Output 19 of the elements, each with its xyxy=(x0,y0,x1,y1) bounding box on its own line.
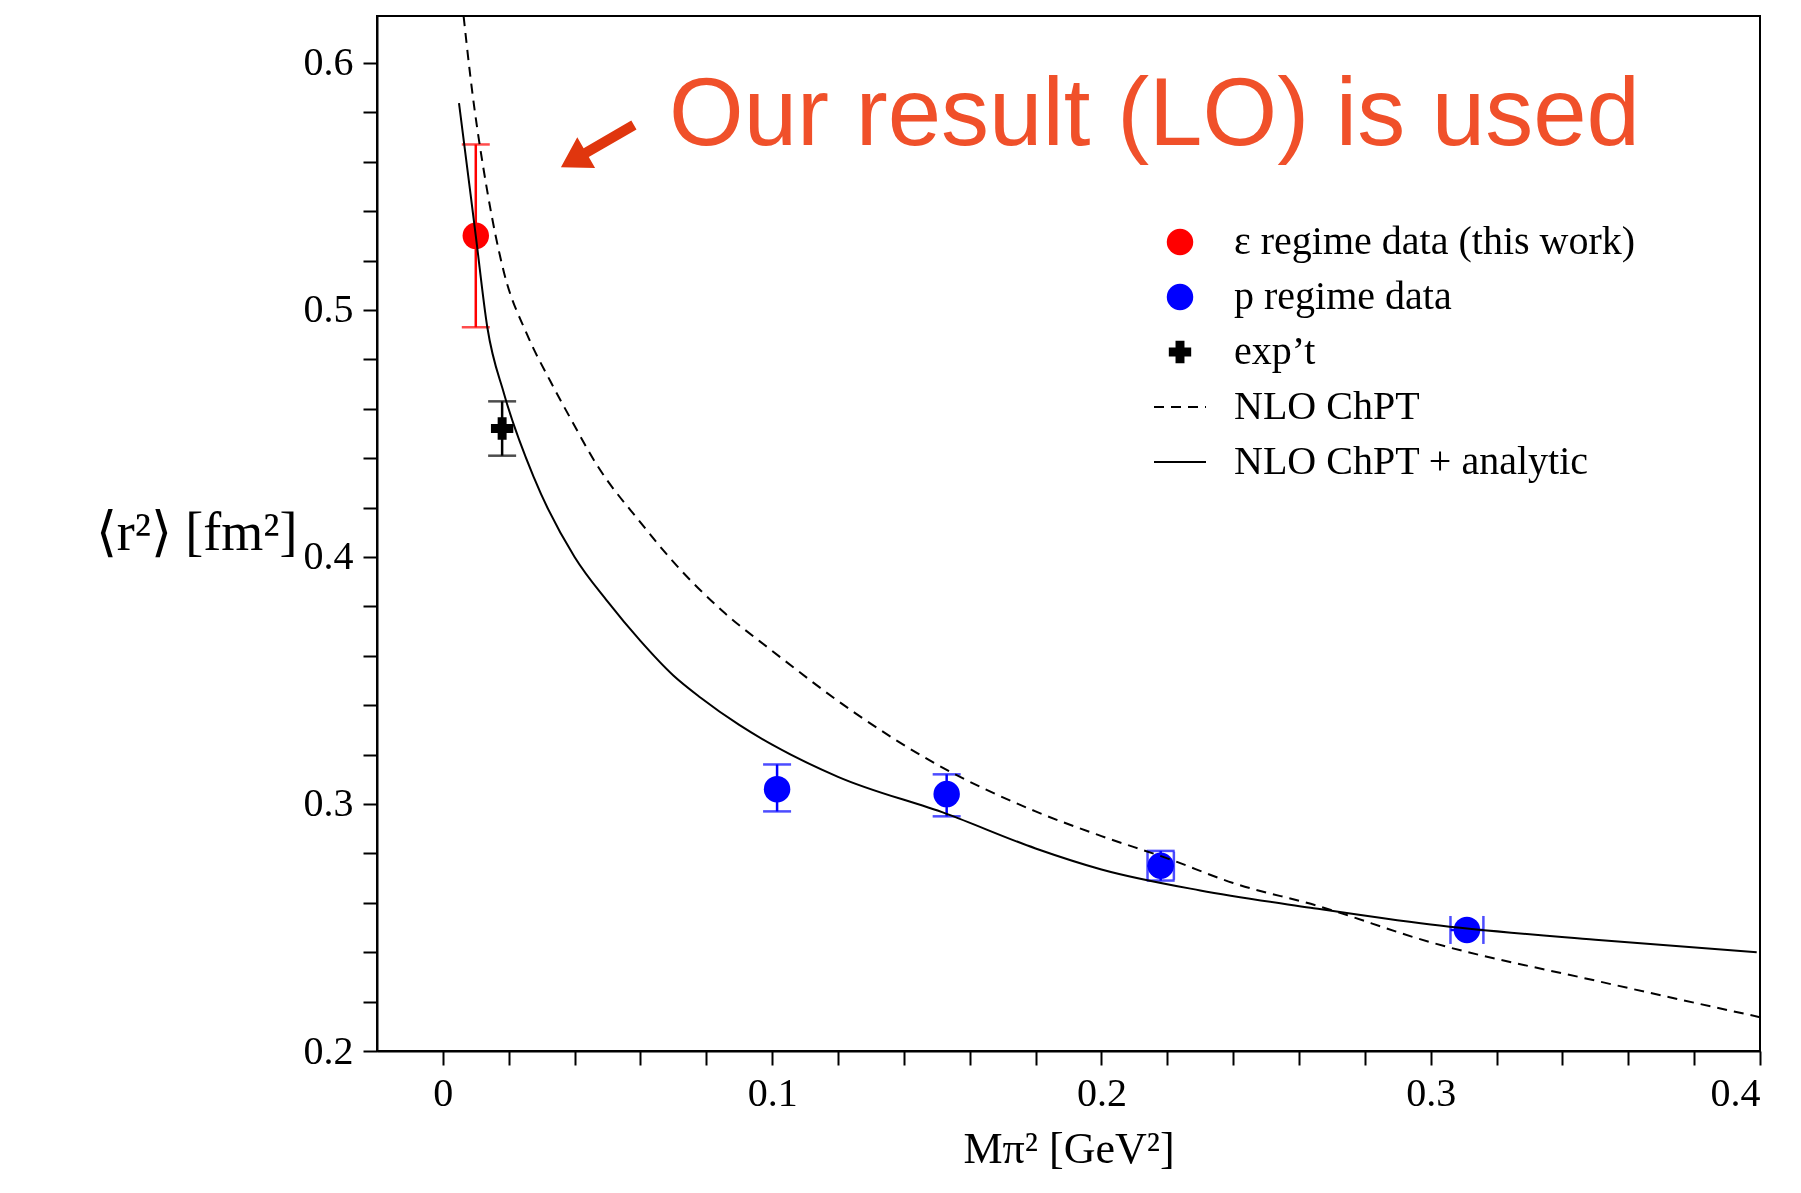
annotation: Our result (LO) is used xyxy=(669,58,1640,165)
legend-label: NLO ChPT + analytic xyxy=(1234,438,1589,483)
legend-label: exp’t xyxy=(1234,328,1316,373)
x-axis-title: Mπ² [GeV²] xyxy=(963,1123,1175,1173)
legend-label: p regime data xyxy=(1234,273,1452,318)
y-tick-label: 0.4 xyxy=(303,533,354,579)
y-tick-label: 0.3 xyxy=(303,780,354,826)
x-tick-label: 0.3 xyxy=(1406,1069,1457,1115)
y-tick-label: 0.5 xyxy=(303,286,354,332)
y-axis-title: ⟨r²⟩ [fm²] xyxy=(95,502,298,562)
point xyxy=(763,775,791,803)
legend-label: ε regime data (this work) xyxy=(1234,218,1636,263)
x-tick-label: 0.2 xyxy=(1076,1069,1127,1115)
x-tick-label: 0 xyxy=(433,1069,454,1115)
y-tick-label: 0.2 xyxy=(303,1027,354,1073)
y-tick-label: 0.6 xyxy=(303,39,354,85)
legend-label: NLO ChPT xyxy=(1234,383,1420,428)
x-tick-label: 0.1 xyxy=(747,1069,798,1115)
x-tick-label: 0.4 xyxy=(1710,1069,1761,1115)
